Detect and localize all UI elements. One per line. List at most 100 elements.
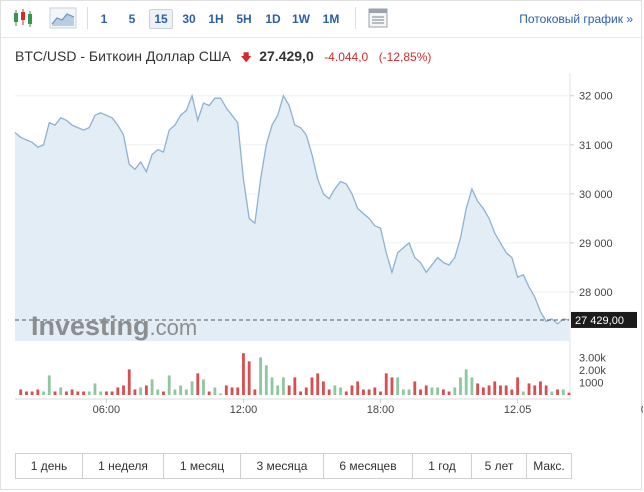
streaming-chart-link[interactable]: Потоковый график » [519,12,633,26]
chart-settings-icon[interactable] [367,7,389,29]
volume-bar [413,381,417,395]
volume-bar [430,387,434,395]
timeframe-1d[interactable]: 1D [265,12,281,26]
timeframe-30[interactable]: 30 [182,12,196,26]
volume-bar [93,383,97,395]
down-arrow-icon: 🡇 [240,52,252,64]
volume-bar [436,387,440,395]
toolbar-divider [355,7,356,29]
x-tick-label: 06:00 [93,404,121,416]
period-1-week[interactable]: 1 неделя [83,454,164,478]
timeframe-1[interactable]: 1 [100,12,108,26]
last-price-tag [571,311,637,328]
volume-bar [384,373,388,395]
volume-bar [167,375,171,395]
timeframe-1h[interactable]: 1H [208,12,224,26]
x-tick-label: 12:00 [230,404,258,416]
volume-bar [156,389,160,395]
timeframe-1w[interactable]: 1W [292,12,310,26]
volume-bar [276,385,280,395]
volume-bar [459,377,462,395]
volume-bar [219,393,223,395]
volume-bar [224,385,228,395]
period-1-month[interactable]: 1 месяц [164,454,241,478]
volume-bar [321,381,325,395]
y-tick-label: 31 000 [579,140,613,152]
volume-bar [516,377,520,395]
period-3-months[interactable]: 3 месяца [241,454,324,478]
toolbar-divider [87,7,88,29]
volume-bar [419,389,422,395]
price-series-line [14,93,570,325]
period-1-year[interactable]: 1 год [413,454,472,478]
last-price: 27.429,0 [259,48,314,64]
volume-bar [173,389,177,395]
volume-bar [282,377,285,395]
volume-bar [59,387,63,395]
volume-bar [396,377,400,395]
y-tick-label: 29 000 [579,238,613,250]
volume-bar [213,387,217,395]
volume-bar [116,387,120,395]
volume-bar [407,389,411,395]
instrument-header: BTC/USD - Биткоин Доллар США 🡇 27.429,0 … [15,45,431,67]
volume-bar [499,385,502,395]
area-chart-icon[interactable] [49,7,77,29]
volume-bar [70,389,74,395]
volume-bar [521,391,525,395]
volume-bar [202,379,205,395]
period-1-day[interactable]: 1 день [16,454,83,478]
volume-bar [139,387,143,395]
volume-bar [533,385,537,395]
period-6-months[interactable]: 6 месяцев [324,454,413,478]
volume-bar [447,391,451,395]
volume-bar [259,357,263,395]
volume-bar [339,387,342,395]
volume-bar [253,389,257,395]
volume-bar [99,391,103,395]
candlestick-chart-icon[interactable] [9,7,37,29]
volume-bar [264,365,268,395]
volume-bar [122,385,125,395]
volume-bar [481,387,485,395]
volume-bar [242,353,245,395]
timeframe-15[interactable]: 15 [149,9,173,29]
volume-bar [539,381,542,395]
y-tick-label: 30 000 [579,189,613,201]
volume-bar [127,369,131,395]
period-selector: 1 день 1 неделя 1 месяц 3 месяца 6 месяц… [15,453,572,479]
timeframe-5[interactable]: 5 [128,12,136,26]
volume-bar [30,391,34,395]
volume-bar [379,391,382,395]
volume-bar [104,391,108,395]
x-tick-label: 06:00 [641,404,643,416]
price-change: -4.044,0 [324,50,369,64]
volume-bar [87,391,91,395]
watermark-brand: Investing [31,311,150,341]
timeframe-1m[interactable]: 1M [322,12,340,26]
volume-bar [207,391,211,395]
volume-bar [470,377,474,395]
volume-bar [133,389,137,395]
volume-bar [150,379,154,395]
volume-bar [367,389,371,395]
period-max[interactable]: Макс. [533,459,565,473]
volume-bar [361,389,365,395]
volume-bar [64,391,68,395]
volume-bar [327,389,331,395]
investing-watermark: Investing.com [31,311,197,341]
volume-bar [144,385,148,395]
price-change-percent: (-12,85%) [378,50,432,64]
volume-bar [550,391,554,395]
volume-bar [247,361,251,395]
price-area-fill [15,95,569,341]
volume-bar [47,375,51,395]
price-chart[interactable]: 32 000 31 000 30 000 29 000 28 000 Investing.… [1,73,643,423]
volume-bar [110,391,114,395]
timeframe-5h[interactable]: 5H [236,12,252,26]
volume-bar [567,392,571,395]
period-5-years[interactable]: 5 лет [472,454,527,478]
volume-bar [179,385,183,395]
volume-bar [76,391,80,395]
